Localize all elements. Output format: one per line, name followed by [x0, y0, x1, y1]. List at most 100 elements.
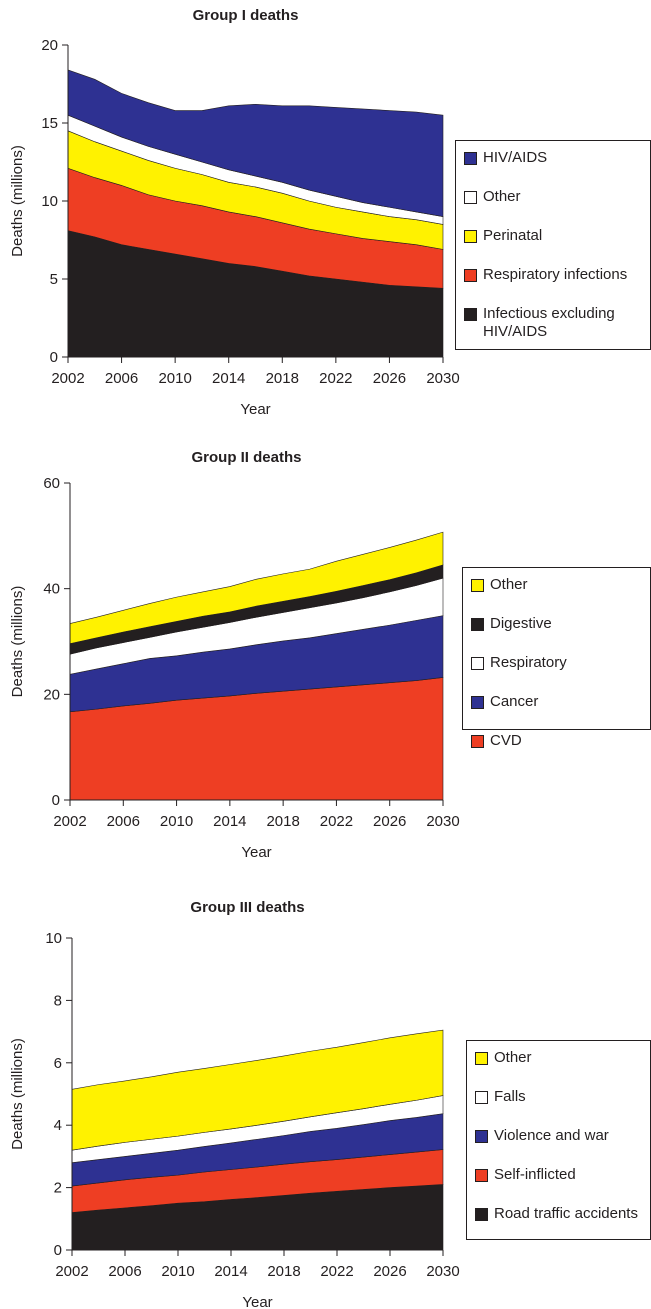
- legend-swatch: [471, 579, 484, 592]
- legend-swatch: [471, 657, 484, 670]
- x-tick-label: 2022: [320, 1263, 353, 1280]
- legend-label: Respiratory: [490, 654, 567, 671]
- x-tick-label: 2010: [161, 1263, 194, 1280]
- legend-swatch: [464, 191, 477, 204]
- x-tick-label: 2014: [214, 1263, 247, 1280]
- legend-label: Perinatal: [483, 227, 543, 244]
- x-axis-label: Year: [241, 844, 271, 861]
- y-tick-label: 10: [41, 193, 58, 210]
- x-tick-label: 2030: [426, 370, 459, 387]
- x-tick-label: 2026: [373, 813, 406, 830]
- legend-item: Self-inflicted: [475, 1166, 646, 1184]
- legend-item: Road traffic accidents: [475, 1205, 646, 1223]
- x-axis-label: Year: [242, 1294, 272, 1309]
- x-tick-label: 2022: [320, 813, 353, 830]
- legend-item: Respiratory infections: [464, 266, 646, 284]
- area: [71, 1029, 444, 1151]
- legend-item: Cancer: [471, 693, 646, 711]
- legend-swatch: [475, 1208, 488, 1221]
- legend-label: Falls: [494, 1088, 526, 1105]
- x-tick-label: 2006: [105, 370, 138, 387]
- x-tick-label: 2030: [426, 813, 459, 830]
- y-tick-label: 6: [54, 1055, 62, 1072]
- legend-swatch: [471, 696, 484, 709]
- legend-swatch: [464, 269, 477, 282]
- y-axis-label: Deaths (millions): [9, 145, 26, 257]
- x-tick-label: 2006: [108, 1263, 141, 1280]
- x-tick-label: 2022: [319, 370, 352, 387]
- legend-item: Other: [475, 1049, 646, 1067]
- x-tick-label: 2002: [55, 1263, 88, 1280]
- legend-item: Respiratory: [471, 654, 646, 672]
- legend-label: Respiratory infections: [483, 266, 628, 283]
- y-tick-label: 8: [54, 992, 62, 1009]
- x-tick-label: 2014: [212, 370, 245, 387]
- legend-label: Other: [490, 576, 528, 593]
- y-tick-label: 60: [43, 475, 60, 492]
- legend-swatch: [475, 1130, 488, 1143]
- legend-swatch: [475, 1169, 488, 1182]
- y-axis-label: Deaths (millions): [9, 1038, 26, 1150]
- legend-item: Digestive: [471, 615, 646, 633]
- legend-item: Perinatal: [464, 227, 646, 245]
- legend-item: Other: [464, 188, 646, 206]
- y-tick-label: 0: [50, 349, 58, 366]
- legend-item: Violence and war: [475, 1127, 646, 1145]
- legend-item: Falls: [475, 1088, 646, 1106]
- x-tick-label: 2018: [266, 813, 299, 830]
- legend-swatch: [464, 230, 477, 243]
- legend-swatch: [464, 308, 477, 321]
- area: [67, 69, 444, 217]
- legend-swatch: [471, 735, 484, 748]
- x-tick-label: 2018: [267, 1263, 300, 1280]
- legend-label: Other: [494, 1049, 532, 1066]
- legend-item: Other: [471, 576, 646, 594]
- legend-swatch: [464, 152, 477, 165]
- y-axis-label: Deaths (millions): [9, 586, 26, 698]
- legend-label: CVD: [490, 732, 522, 749]
- legend-label: Road traffic accidents: [494, 1205, 638, 1222]
- legend: Other Falls Violence and war Self-inflicted…: [466, 1040, 651, 1240]
- legend-label: Other: [483, 188, 521, 205]
- chart-title: Group II deaths: [191, 449, 301, 466]
- legend-item: Infectious excluding HIV/AIDS: [464, 305, 646, 341]
- x-tick-label: 2002: [51, 370, 84, 387]
- chart-title: Group I deaths: [193, 7, 299, 24]
- legend-item: HIV/AIDS: [464, 149, 646, 167]
- y-tick-label: 40: [43, 581, 60, 598]
- x-tick-label: 2014: [213, 813, 246, 830]
- legend: Other Digestive Respiratory Cancer CVD: [462, 567, 651, 749]
- y-tick-label: 5: [50, 271, 58, 288]
- legend-label: HIV/AIDS: [483, 149, 548, 166]
- legend-label: Digestive: [490, 615, 552, 632]
- legend: HIV/AIDS Other Perinatal Respiratory infect…: [455, 140, 651, 350]
- x-tick-label: 2026: [373, 370, 406, 387]
- y-tick-label: 20: [41, 37, 58, 54]
- legend-label: Violence and war: [494, 1127, 609, 1144]
- legend-label: Infectious excluding HIV/AIDS: [483, 305, 615, 340]
- x-tick-label: 2018: [266, 370, 299, 387]
- y-tick-label: 10: [45, 930, 62, 947]
- legend-swatch: [475, 1052, 488, 1065]
- legend-swatch: [475, 1091, 488, 1104]
- x-tick-label: 2010: [160, 813, 193, 830]
- y-tick-label: 0: [52, 792, 60, 809]
- legend-item: CVD: [471, 732, 646, 750]
- y-tick-label: 0: [54, 1242, 62, 1259]
- x-tick-label: 2006: [107, 813, 140, 830]
- legend-label: Cancer: [490, 693, 539, 710]
- y-tick-label: 4: [54, 1117, 62, 1134]
- x-tick-label: 2002: [53, 813, 86, 830]
- chart-title: Group III deaths: [190, 899, 304, 916]
- y-tick-label: 20: [43, 686, 60, 703]
- legend-swatch: [471, 618, 484, 631]
- legend-label: Self-inflicted: [494, 1166, 576, 1183]
- y-tick-label: 15: [41, 115, 58, 132]
- area: [69, 531, 444, 644]
- y-tick-label: 2: [54, 1180, 62, 1197]
- x-tick-label: 2030: [426, 1263, 459, 1280]
- x-tick-label: 2010: [158, 370, 191, 387]
- x-axis-label: Year: [240, 401, 270, 418]
